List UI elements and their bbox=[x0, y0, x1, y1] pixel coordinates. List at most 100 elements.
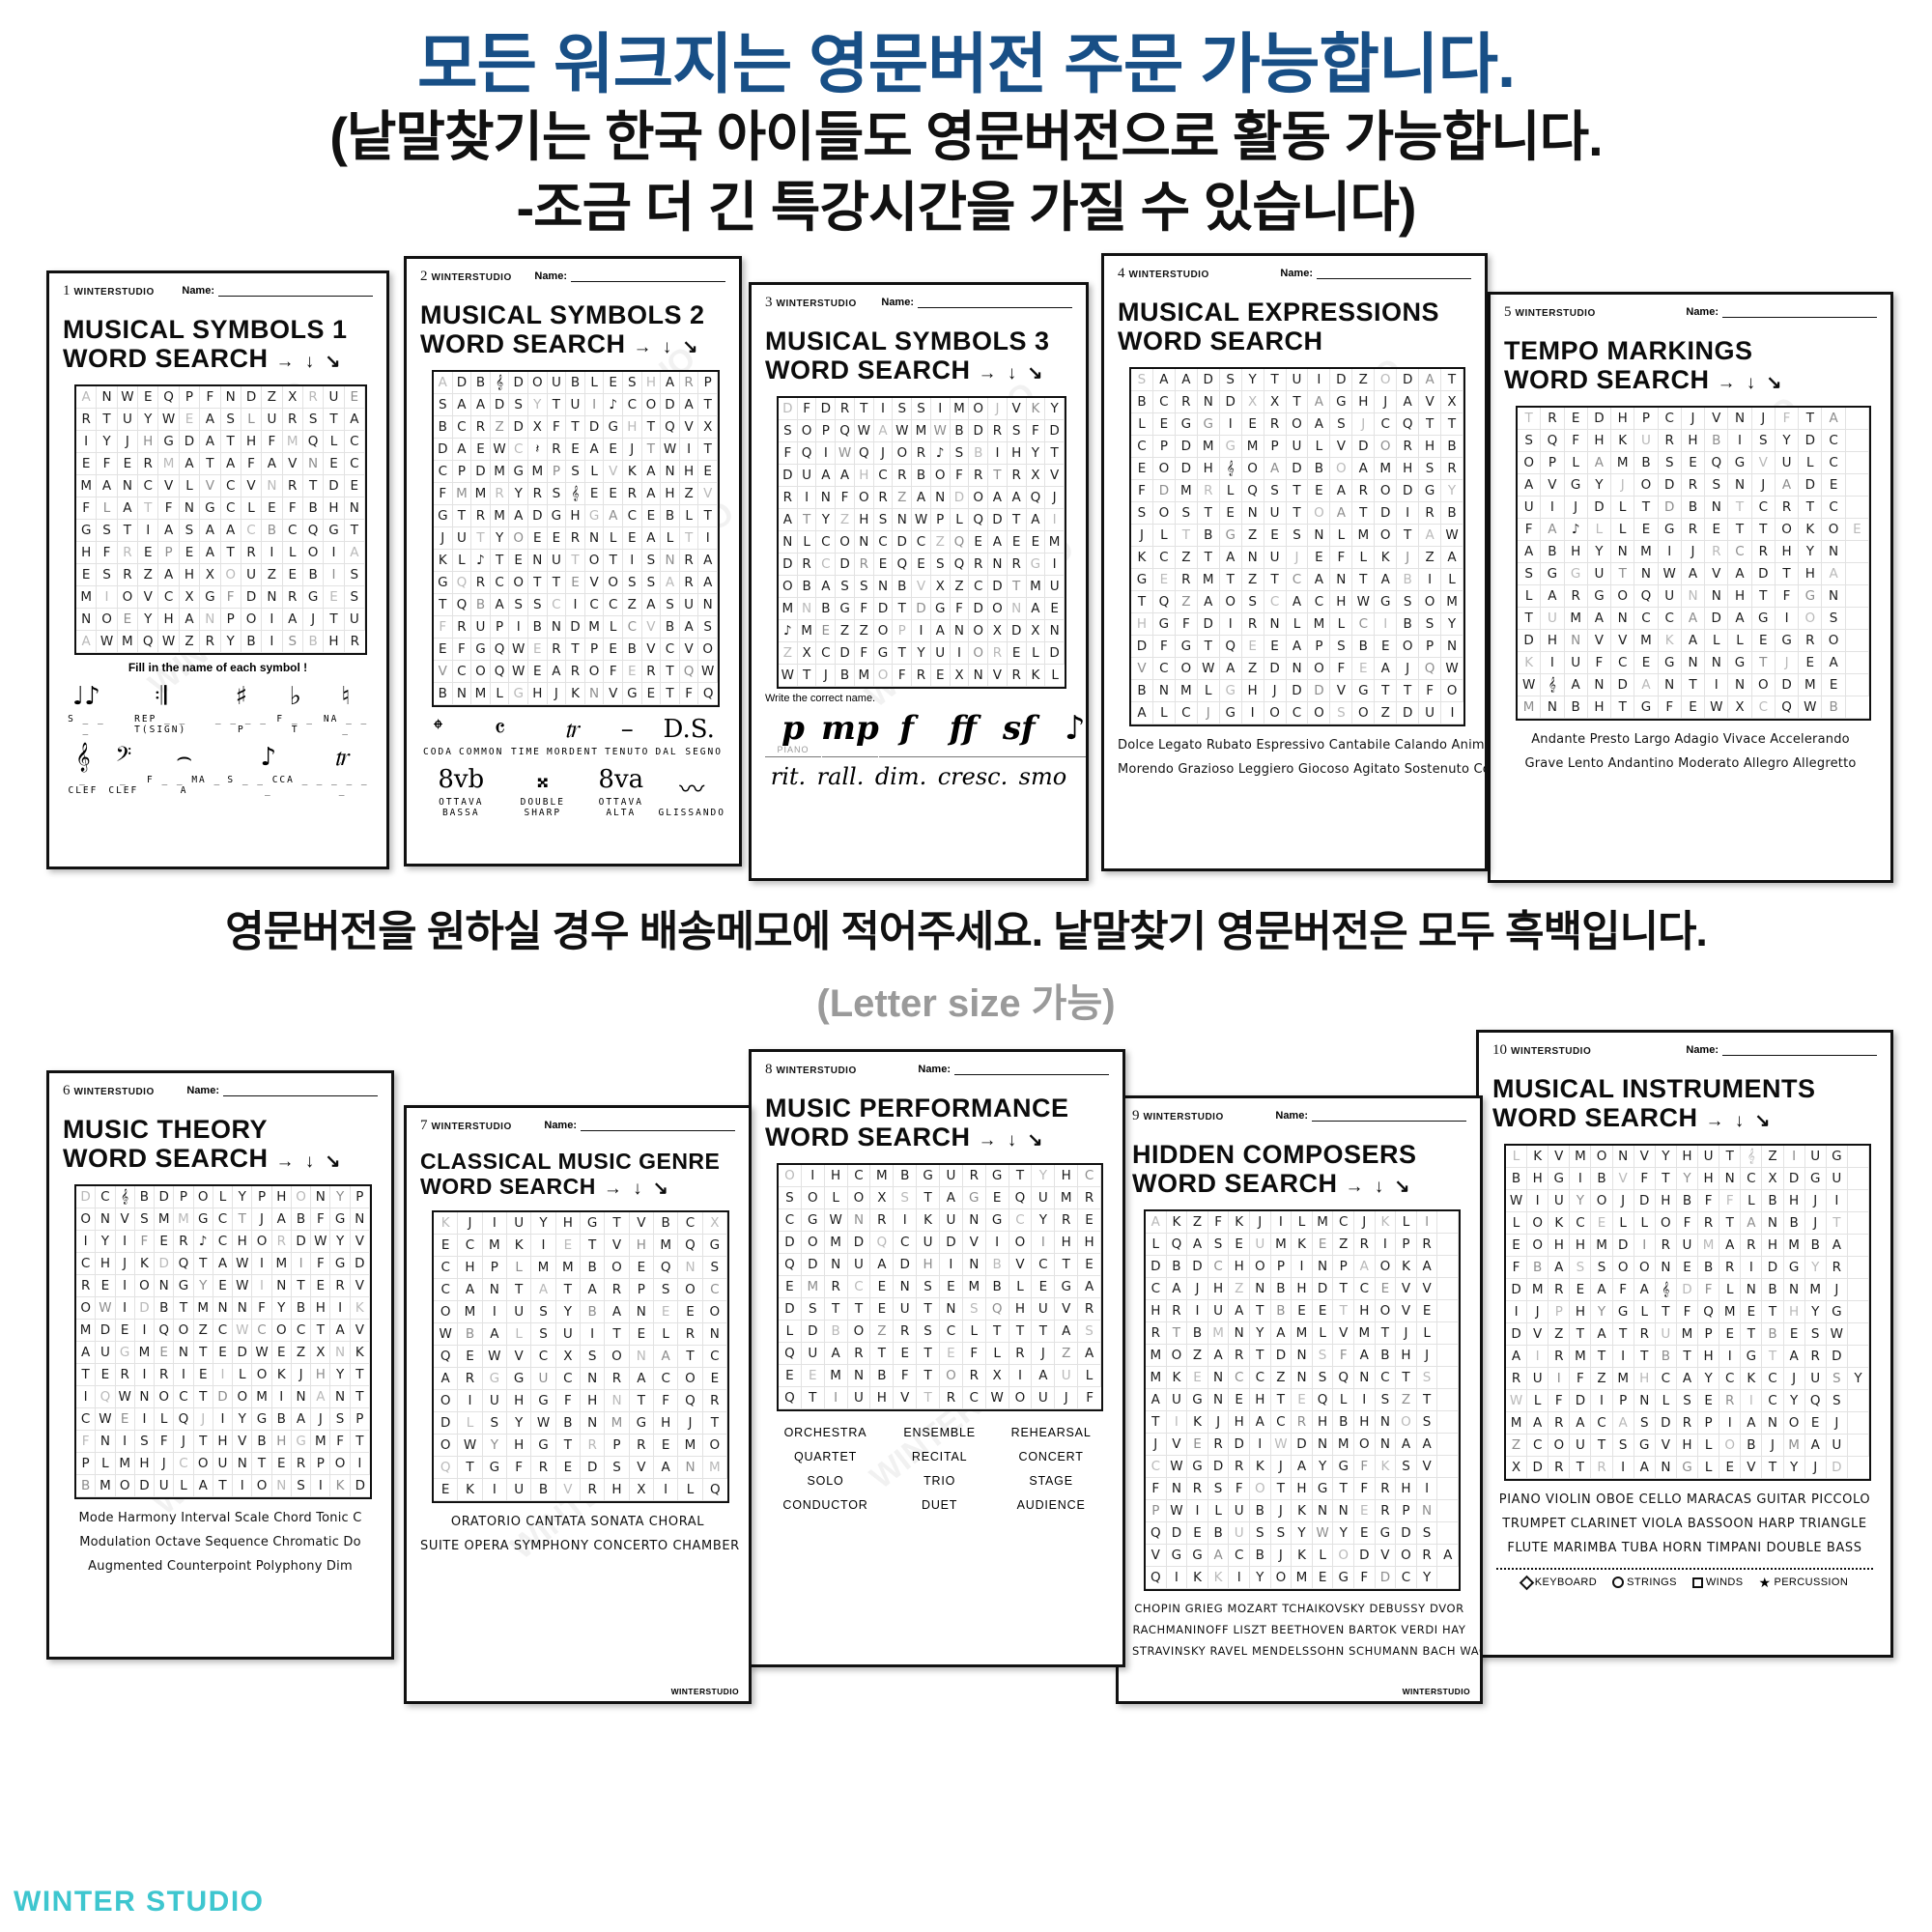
grid-cell[interactable]: O bbox=[1527, 1235, 1549, 1258]
grid-cell[interactable]: 𝄞 bbox=[1741, 1146, 1763, 1169]
grid-cell[interactable]: G bbox=[1175, 636, 1198, 659]
grid-cell[interactable]: O bbox=[1333, 1545, 1354, 1568]
grid-cell[interactable]: A bbox=[824, 1343, 848, 1366]
grid-cell[interactable]: J bbox=[302, 609, 325, 632]
name-input-line[interactable] bbox=[581, 1118, 735, 1131]
grid-cell[interactable]: D bbox=[1527, 1457, 1549, 1480]
grid-cell[interactable]: U bbox=[1229, 1522, 1250, 1546]
symbol-answer-blank[interactable]: F _ _ T bbox=[276, 714, 315, 736]
grid-cell[interactable]: A bbox=[816, 465, 837, 488]
grid-cell[interactable]: W bbox=[490, 439, 510, 462]
grid-cell[interactable]: D bbox=[1799, 430, 1823, 453]
grid-cell[interactable]: D bbox=[1826, 1346, 1848, 1369]
grid-cell[interactable]: P bbox=[452, 461, 472, 484]
grid-cell[interactable]: D bbox=[779, 398, 798, 421]
grid-cell[interactable]: T bbox=[1270, 1478, 1293, 1501]
grid-cell[interactable]: F bbox=[1698, 1190, 1720, 1213]
grid-cell[interactable]: J bbox=[291, 1364, 312, 1387]
grid-cell[interactable]: D bbox=[1612, 1235, 1634, 1258]
grid-cell[interactable]: T bbox=[1333, 1278, 1354, 1301]
grid-cell[interactable]: O bbox=[1375, 436, 1398, 459]
grid-cell[interactable]: Y bbox=[1416, 1567, 1438, 1590]
grid-cell[interactable]: D bbox=[801, 1321, 825, 1344]
grid-cell[interactable]: O bbox=[1270, 1567, 1293, 1590]
grid-cell[interactable]: E bbox=[1591, 1212, 1613, 1236]
grid-cell[interactable]: T bbox=[1286, 391, 1309, 414]
grid-cell[interactable]: A bbox=[1354, 1345, 1376, 1368]
grid-cell[interactable]: I bbox=[1591, 1390, 1613, 1413]
grid-cell[interactable]: Z bbox=[262, 564, 283, 587]
grid-cell[interactable]: I bbox=[1741, 1257, 1763, 1280]
grid-cell[interactable]: N bbox=[893, 509, 913, 532]
grid-cell[interactable]: F bbox=[893, 665, 913, 688]
grid-cell[interactable]: D bbox=[324, 475, 345, 498]
grid-cell[interactable] bbox=[1847, 1435, 1869, 1458]
grid-cell[interactable]: G bbox=[584, 505, 605, 528]
grid-cell[interactable]: T bbox=[1397, 680, 1420, 703]
grid-cell[interactable]: K bbox=[1741, 1368, 1763, 1391]
grid-cell[interactable]: V bbox=[629, 1212, 654, 1236]
grid-cell[interactable]: O bbox=[174, 1320, 194, 1343]
grid-cell[interactable]: A bbox=[76, 1342, 97, 1365]
grid-cell[interactable]: D bbox=[1146, 1256, 1167, 1279]
grid-cell[interactable]: J bbox=[311, 1408, 331, 1432]
name-input-line[interactable] bbox=[1722, 1042, 1877, 1056]
grid-cell[interactable]: F bbox=[158, 497, 180, 521]
grid-cell[interactable]: L bbox=[1026, 642, 1046, 666]
grid-cell[interactable]: G bbox=[1658, 652, 1682, 675]
grid-cell[interactable]: V bbox=[698, 483, 718, 506]
letter-grid[interactable]: D C 𝄞 B D P O L Y P H O N Y P O N V S M M G C T J A B F G N I Y I F E R ♪ C H O… bbox=[76, 1186, 370, 1498]
grid-cell[interactable]: I bbox=[1527, 1190, 1549, 1213]
grid-cell[interactable]: D bbox=[940, 1232, 963, 1255]
grid-cell[interactable]: I bbox=[76, 431, 98, 454]
grid-cell[interactable]: R bbox=[458, 1368, 483, 1391]
grid-cell[interactable]: I bbox=[1397, 502, 1420, 526]
grid-cell[interactable]: J bbox=[1187, 1278, 1208, 1301]
grid-cell[interactable]: B bbox=[1441, 502, 1463, 526]
grid-cell[interactable]: K bbox=[917, 1209, 940, 1233]
grid-cell[interactable]: S bbox=[547, 483, 567, 506]
grid-cell[interactable]: A bbox=[1166, 1278, 1188, 1301]
grid-cell[interactable]: N bbox=[950, 620, 970, 643]
grid-cell[interactable]: F bbox=[452, 639, 472, 662]
grid-cell[interactable]: V bbox=[1548, 1146, 1571, 1169]
grid-cell[interactable]: E bbox=[76, 453, 98, 476]
grid-cell[interactable]: H bbox=[271, 1431, 292, 1454]
grid-cell[interactable]: T bbox=[678, 1346, 703, 1369]
grid-cell[interactable]: Y bbox=[509, 483, 528, 506]
grid-cell[interactable]: M bbox=[134, 1342, 156, 1365]
grid-cell[interactable]: S bbox=[641, 550, 662, 573]
grid-cell[interactable]: B bbox=[985, 1254, 1009, 1277]
grid-cell[interactable]: B bbox=[458, 1323, 483, 1347]
grid-cell[interactable]: V bbox=[1375, 1545, 1397, 1568]
grid-cell[interactable]: O bbox=[1751, 674, 1776, 697]
grid-cell[interactable]: G bbox=[200, 586, 221, 610]
grid-cell[interactable]: A bbox=[1270, 1322, 1293, 1346]
grid-cell[interactable]: N bbox=[1541, 696, 1565, 720]
grid-cell[interactable]: I bbox=[1719, 1346, 1742, 1369]
grid-cell[interactable]: W bbox=[97, 631, 118, 654]
grid-cell[interactable]: R bbox=[1375, 1478, 1397, 1501]
grid-cell[interactable]: E bbox=[1264, 525, 1287, 548]
grid-cell[interactable]: S bbox=[1208, 1234, 1230, 1257]
grid-cell[interactable]: Z bbox=[930, 531, 951, 554]
grid-cell[interactable]: M bbox=[452, 483, 472, 506]
grid-cell[interactable]: A bbox=[1822, 563, 1846, 586]
grid-cell[interactable]: I bbox=[1527, 1346, 1549, 1369]
grid-cell[interactable]: N bbox=[1166, 1478, 1188, 1501]
grid-cell[interactable]: N bbox=[1375, 1434, 1397, 1457]
grid-cell[interactable]: U bbox=[847, 1387, 871, 1410]
grid-cell[interactable]: I bbox=[1229, 1567, 1250, 1590]
grid-cell[interactable]: F bbox=[1152, 636, 1176, 659]
grid-cell[interactable]: I bbox=[1375, 613, 1398, 637]
grid-cell[interactable]: R bbox=[1241, 613, 1264, 637]
grid-cell[interactable]: Z bbox=[193, 1320, 213, 1343]
grid-cell[interactable]: O bbox=[1799, 608, 1823, 631]
grid-cell[interactable]: U bbox=[1166, 1389, 1188, 1412]
grid-cell[interactable]: B bbox=[1591, 1168, 1613, 1191]
grid-cell[interactable]: T bbox=[1250, 1300, 1271, 1323]
grid-cell[interactable]: A bbox=[605, 1301, 630, 1324]
grid-cell[interactable]: D bbox=[1175, 436, 1198, 459]
grid-cell[interactable]: A bbox=[1354, 1256, 1376, 1279]
